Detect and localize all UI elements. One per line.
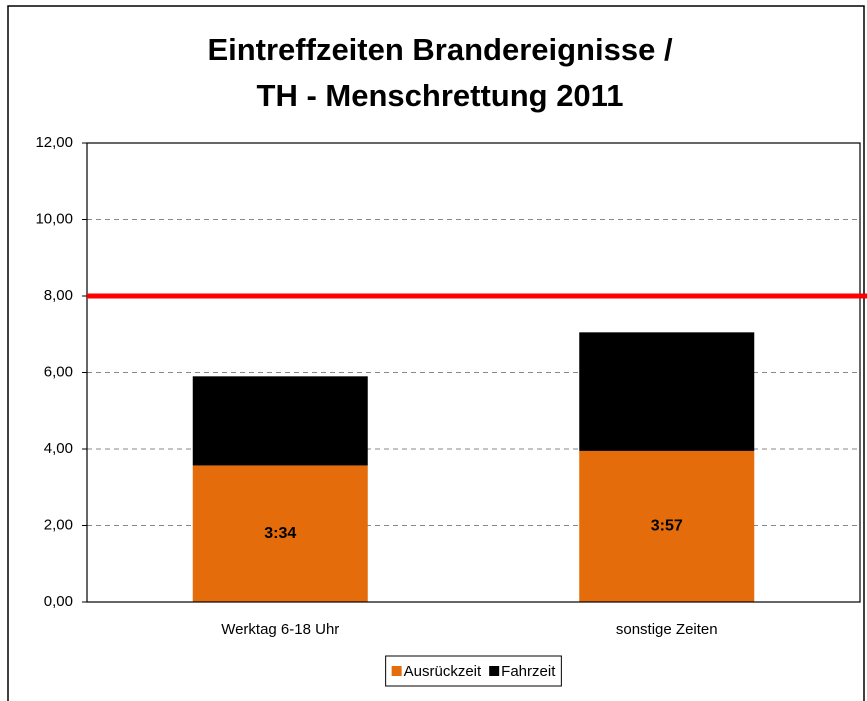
legend: Ausrückzeit Fahrzeit (385, 655, 562, 687)
value-label: 3:34 (264, 525, 296, 542)
y-tick-label: 0,00 (44, 593, 73, 610)
value-label: 3:57 (651, 518, 683, 535)
legend-swatch (391, 666, 402, 676)
legend-label: Fahrzeit (501, 663, 556, 680)
legend-swatch (489, 666, 500, 676)
legend-box (385, 655, 562, 687)
y-tick-label: 2,00 (44, 516, 73, 533)
bar-segment (192, 465, 368, 602)
y-tick-label: 4,00 (44, 440, 73, 457)
value-label: 3:06 (651, 383, 683, 400)
y-tick-label: 8,00 (44, 287, 73, 304)
value-label: 2:20 (264, 412, 296, 429)
y-tick-label: 6,00 (44, 363, 73, 380)
chart-title: Eintreffzeiten Brandereignisse / (207, 32, 673, 67)
y-tick-label: 10,00 (35, 210, 73, 227)
x-tick-label: Werktag 6-18 Uhr (221, 621, 339, 638)
chart-title: TH - Menschrettung 2011 (257, 78, 624, 113)
bar-segment (579, 332, 755, 451)
plot-border (86, 142, 861, 603)
bar-segment (579, 450, 755, 602)
legend-label: Ausrückzeit (404, 663, 482, 680)
y-tick-label: 12,00 (35, 134, 73, 151)
x-tick-label: sonstige Zeiten (616, 621, 718, 638)
bar-segment (192, 376, 368, 466)
